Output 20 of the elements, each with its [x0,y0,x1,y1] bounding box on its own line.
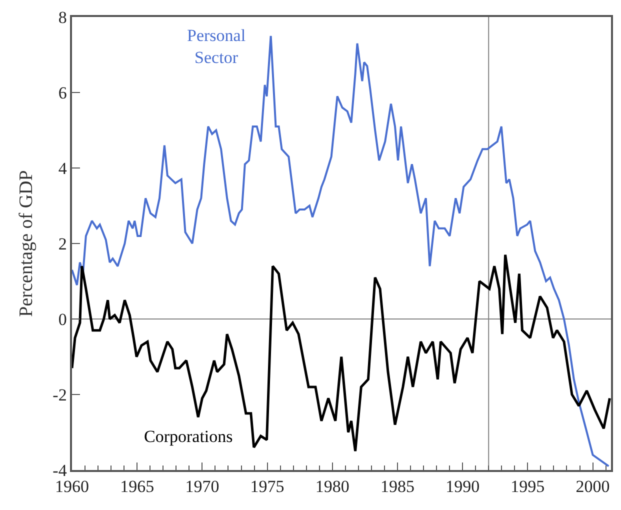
series-label: Personal Sector [187,26,246,68]
y-tick-label: 8 [58,8,67,27]
x-tick-label: 1985 [380,477,414,496]
y-tick-label: 2 [58,234,67,254]
x-tick-label: 1970 [185,477,220,496]
y-tick-label: 0 [58,310,67,329]
y-tick-label: -4 [52,460,68,480]
x-tick-label: 2000 [576,477,610,496]
y-tick-label: 4 [58,158,68,178]
y-tick-label: -2 [52,385,67,404]
x-tick-label: 1975 [250,477,284,496]
x-tick-label: 1960 [55,477,89,496]
y-tick-label: 6 [58,83,67,102]
x-tick-label: 1990 [446,477,480,496]
series-label: Corporations [144,427,233,446]
x-tick-label: 1995 [510,477,545,496]
x-tick-label: 1965 [120,477,154,496]
y-axis-title: Percentage of GDP [16,170,38,317]
line-series [72,254,611,452]
x-tick-label: 1980 [315,477,350,496]
